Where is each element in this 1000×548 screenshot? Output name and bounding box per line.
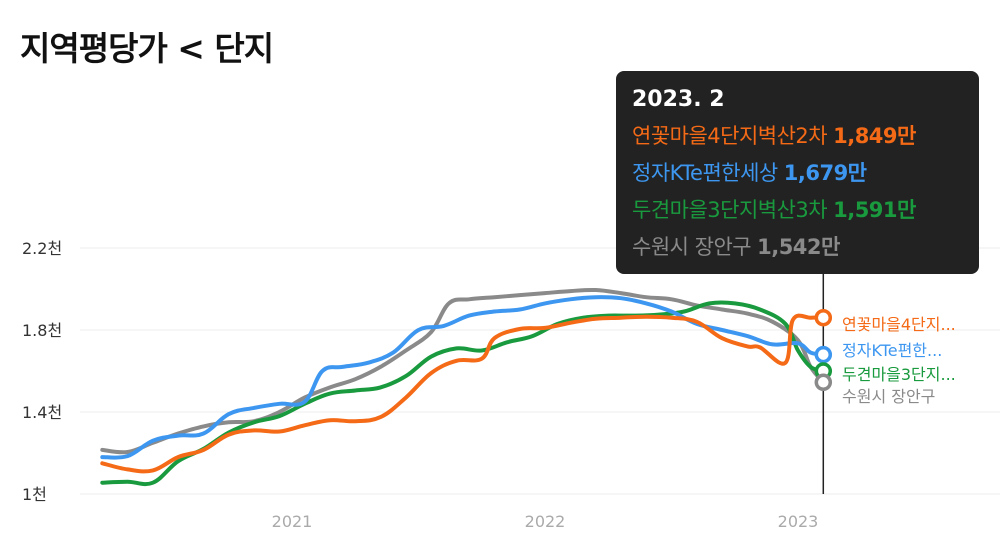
tooltip-rows: 연꽃마을4단지벽산2차 1,849만 정자KTe편한세상 1,679만 두견마을3단지벽… [632, 118, 963, 266]
x-axis-ticks: 2021 2022 2023 [272, 512, 819, 531]
page-title: 지역평당가 < 단지 [20, 29, 274, 68]
tooltip-series-name: 두견마을3단지벽산3차 [632, 198, 828, 222]
series-marker[interactable] [814, 373, 833, 392]
x-tick-label: 2023 [778, 512, 819, 531]
chart-tooltip: 2023. 2 연꽃마을4단지벽산2차 1,849만 정자KTe편한세상 1,679만… [616, 71, 979, 274]
x-tick-label: 2021 [272, 512, 313, 531]
tooltip-series-name: 수원시 장안구 [632, 235, 752, 259]
y-axis-ticks: 1천 1.4천 1.8천 2.2천 [22, 239, 62, 504]
tooltip-series-name: 정자KTe편한세상 [632, 161, 778, 185]
tooltip-row: 두견마을3단지벽산3차 1,591만 [632, 192, 963, 229]
series-marker[interactable] [814, 345, 833, 364]
y-tick-label: 2.2천 [22, 239, 62, 258]
series-end-labels: 연꽃마을4단지... 정자KTe편한... 두견마을3단지... 수원시 장안구 [842, 315, 956, 406]
y-tick-label: 1.8천 [22, 321, 62, 340]
tooltip-series-name: 연꽃마을4단지벽산2차 [632, 124, 828, 148]
tooltip-row: 정자KTe편한세상 1,679만 [632, 155, 963, 192]
series-end-label: 두견마을3단지... [842, 365, 956, 384]
x-tick-label: 2022 [525, 512, 566, 531]
series-markers[interactable] [814, 308, 833, 392]
series-line [100, 287, 826, 455]
series-end-label: 수원시 장안구 [842, 387, 935, 406]
y-tick-label: 1천 [22, 485, 47, 504]
series-line [100, 295, 826, 460]
series-end-label: 정자KTe편한... [842, 341, 942, 360]
series-line [100, 313, 826, 474]
tooltip-date: 2023. 2 [632, 87, 725, 112]
y-tick-label: 1.4천 [22, 403, 62, 422]
series-end-label: 연꽃마을4단지... [842, 315, 956, 334]
tooltip-series-value: 1,679만 [783, 161, 867, 185]
tooltip-row: 수원시 장안구 1,542만 [632, 229, 963, 266]
tooltip-series-value: 1,591만 [833, 198, 916, 222]
tooltip-series-value: 1,849만 [833, 124, 916, 148]
series-marker[interactable] [814, 308, 833, 327]
tooltip-row: 연꽃마을4단지벽산2차 1,849만 [632, 118, 963, 155]
tooltip-series-value: 1,542만 [757, 235, 840, 259]
series-lines [100, 287, 826, 487]
